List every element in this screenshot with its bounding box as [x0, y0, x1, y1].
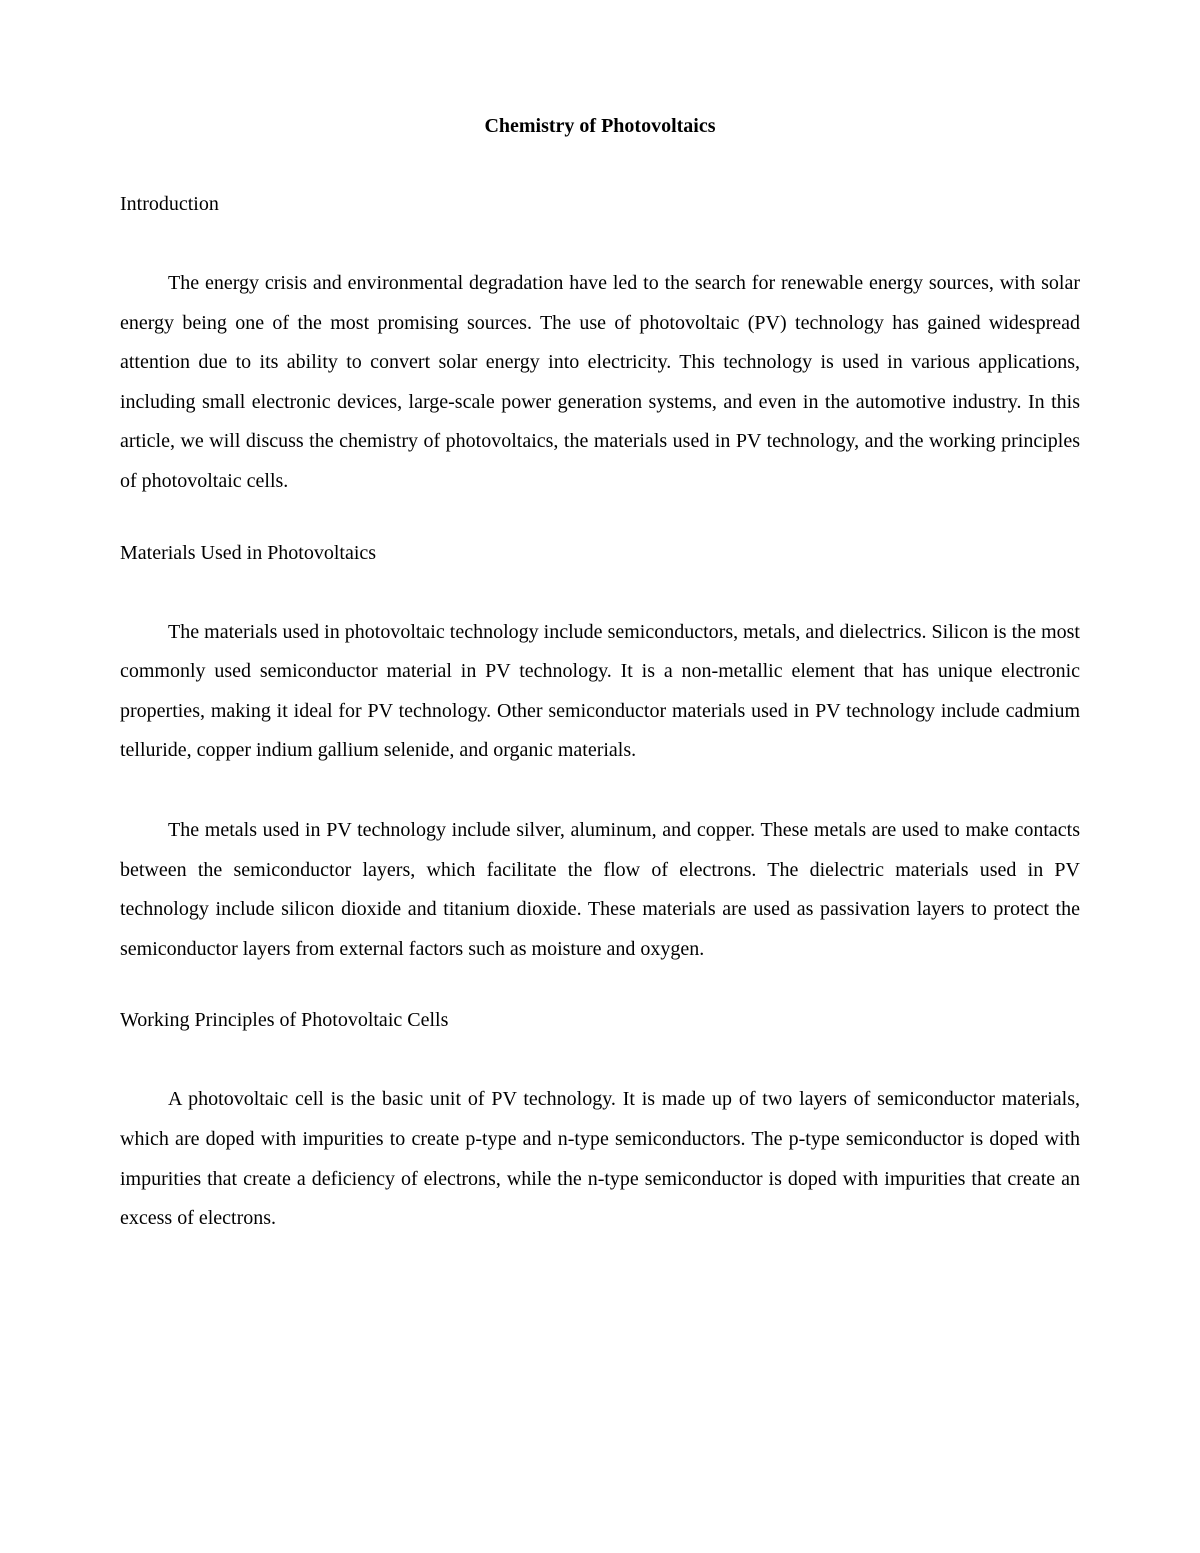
section-heading-working-principles: Working Principles of Photovoltaic Cells [120, 1009, 1080, 1032]
paragraph-text: A photovoltaic cell is the basic unit of… [120, 1080, 1080, 1238]
paragraph-text: The energy crisis and environmental degr… [120, 264, 1080, 502]
document-title: Chemistry of Photovoltaics [120, 115, 1080, 138]
section-heading-introduction: Introduction [120, 193, 1080, 216]
paragraph-text: The materials used in photovoltaic techn… [120, 613, 1080, 771]
paragraph-text: The metals used in PV technology include… [120, 811, 1080, 969]
section-heading-materials: Materials Used in Photovoltaics [120, 542, 1080, 565]
